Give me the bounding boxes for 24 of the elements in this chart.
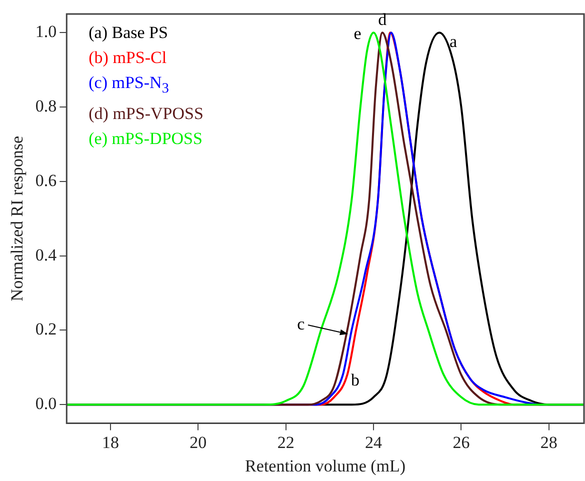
y-tick-label: 0.6 (35, 170, 57, 190)
x-tick-label: 26 (452, 432, 470, 452)
text: (b) mPS-Cl (88, 47, 168, 69)
text: (c) mPS-N$_{3}$ (88, 72, 170, 98)
x-axis-title: Retention volume (mL) (245, 456, 406, 476)
annotation: a (450, 32, 458, 52)
y-tick-label: 0.4 (35, 245, 58, 264)
annotation: e (354, 24, 362, 44)
annotation: b (350, 370, 360, 390)
y-tick-label: 1.0 (35, 22, 57, 42)
text: (e) mPS-DPOSS (88, 128, 204, 150)
annotation: c (297, 314, 306, 334)
x-tick-label: 20 (190, 432, 207, 452)
x-tick-label: 22 (277, 432, 294, 452)
x-tick-label: 18 (102, 432, 119, 452)
x-tick-label: 24 (365, 432, 383, 452)
text: (d) mPS-VPOSS (88, 103, 204, 126)
x-tick-label: 28 (540, 432, 558, 452)
y-tick-label: 0.8 (35, 96, 57, 116)
y-tick-label: 0.0 (35, 394, 57, 414)
text: (a) Base PS (88, 22, 169, 44)
y-tick-label: 0.2 (35, 320, 57, 339)
y-axis-title: Normalized RI response (8, 136, 27, 302)
annotation: d (378, 10, 388, 30)
